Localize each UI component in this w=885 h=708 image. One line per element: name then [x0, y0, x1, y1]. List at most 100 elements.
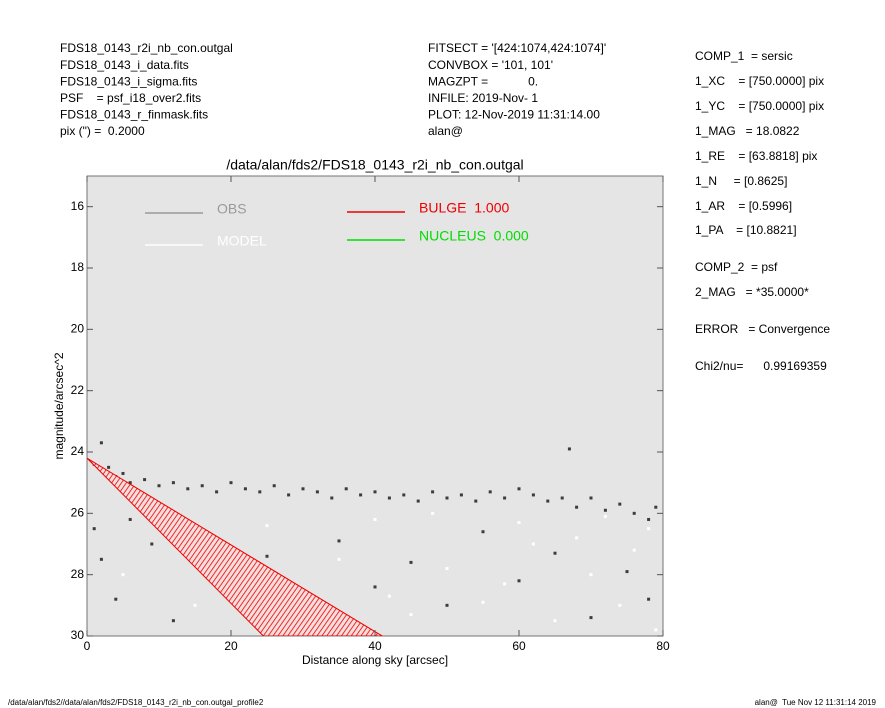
legend-label: OBS	[217, 201, 247, 217]
data-point	[193, 603, 197, 607]
data-point	[654, 505, 658, 509]
data-point	[373, 585, 377, 589]
header-line: MAGZPT = 0.	[428, 74, 538, 88]
parameter-line: 1_YC = [750.0000] pix	[695, 99, 824, 113]
data-point	[387, 496, 391, 500]
data-point	[387, 594, 391, 598]
legend-label: BULGE 1.000	[419, 200, 509, 216]
data-point	[618, 502, 622, 506]
data-point	[567, 447, 571, 451]
data-point	[92, 527, 96, 531]
y-tick-label: 16	[71, 199, 85, 213]
data-point	[589, 616, 593, 620]
header-line: alan@	[428, 124, 463, 138]
data-point	[589, 496, 593, 500]
data-point	[474, 499, 478, 503]
data-point	[632, 548, 636, 552]
data-point	[99, 557, 103, 561]
y-tick-label: 24	[71, 444, 85, 458]
header-line: CONVBOX = '101, 101'	[428, 58, 553, 72]
data-point	[229, 481, 233, 485]
data-point	[445, 603, 449, 607]
data-point	[99, 441, 103, 445]
data-point	[517, 521, 521, 525]
y-tick-label: 26	[71, 506, 85, 520]
data-point	[632, 511, 636, 515]
data-point	[373, 517, 377, 521]
data-point	[459, 493, 463, 497]
data-point	[330, 496, 334, 500]
header-line: FDS18_0143_r_finmask.fits	[60, 108, 208, 122]
data-point	[603, 514, 607, 518]
parameter-line: 1_AR = [0.5996]	[695, 199, 792, 213]
data-point	[186, 487, 190, 491]
y-tick-label: 30	[71, 628, 85, 642]
legend-label: NUCLEUS 0.000	[419, 228, 529, 244]
y-tick-label: 28	[71, 567, 85, 581]
data-point	[114, 597, 118, 601]
data-point	[575, 536, 579, 540]
data-point	[265, 524, 269, 528]
data-point	[243, 487, 247, 491]
x-tick-label: 80	[656, 639, 670, 653]
data-point	[315, 490, 319, 494]
parameter-line: ERROR = Convergence	[695, 322, 830, 336]
header-line: FDS18_0143_i_sigma.fits	[60, 74, 197, 88]
x-tick-label: 60	[512, 639, 526, 653]
data-point	[373, 490, 377, 494]
header-line: FITSECT = '[424:1074,424:1074]'	[428, 41, 606, 55]
chart-title: /data/alan/fds2/FDS18_0143_r2i_nb_con.ou…	[226, 157, 523, 173]
data-point	[481, 600, 485, 604]
data-point	[107, 465, 111, 469]
data-point	[301, 487, 305, 491]
y-tick-label: 18	[71, 260, 85, 274]
data-point	[553, 551, 557, 555]
data-point	[128, 481, 132, 485]
parameter-line: COMP_2 = psf	[695, 260, 778, 274]
data-point	[546, 499, 550, 503]
data-point	[553, 619, 557, 623]
data-point	[647, 527, 651, 531]
plot-layer	[87, 441, 658, 636]
data-point	[531, 542, 535, 546]
parameter-line: 1_PA = [10.8821]	[695, 223, 797, 237]
header-line: pix (") = 0.2000	[60, 124, 145, 138]
y-tick-label: 22	[71, 383, 85, 397]
data-point	[143, 478, 147, 482]
data-point	[503, 582, 507, 586]
x-tick-label: 0	[84, 639, 91, 653]
data-point	[647, 597, 651, 601]
x-tick-label: 40	[368, 639, 382, 653]
plot-area	[86, 175, 664, 637]
data-point	[359, 493, 363, 497]
data-point	[265, 554, 269, 558]
data-point	[150, 542, 154, 546]
data-point	[337, 539, 341, 543]
x-tick-label: 20	[224, 639, 238, 653]
data-point	[503, 496, 507, 500]
data-point	[647, 517, 651, 521]
data-point	[431, 490, 435, 494]
data-point	[171, 481, 175, 485]
data-point	[272, 484, 276, 488]
data-point	[287, 493, 291, 497]
data-point	[157, 484, 161, 488]
header-line: FDS18_0143_i_data.fits	[60, 58, 189, 72]
data-point	[531, 493, 535, 497]
data-point	[416, 499, 420, 503]
header-line: PSF = psf_i18_over2.fits	[60, 91, 201, 105]
data-point	[409, 560, 413, 564]
data-point	[618, 603, 622, 607]
parameter-line: 2_MAG = *35.0000*	[695, 285, 809, 299]
parameter-line: 1_MAG = 18.0822	[695, 124, 800, 138]
footer-right: alan@ Tue Nov 12 11:31:14 2019	[755, 698, 877, 707]
data-point	[654, 628, 658, 632]
header-line: PLOT: 12-Nov-2019 11:31:14.00	[428, 108, 600, 122]
parameter-line: 1_XC = [750.0000] pix	[695, 74, 824, 88]
data-point	[560, 496, 564, 500]
legend-label: MODEL	[217, 233, 267, 249]
data-point	[258, 490, 262, 494]
bulge-profile	[87, 457, 384, 636]
data-point	[603, 508, 607, 512]
data-point	[589, 573, 593, 577]
